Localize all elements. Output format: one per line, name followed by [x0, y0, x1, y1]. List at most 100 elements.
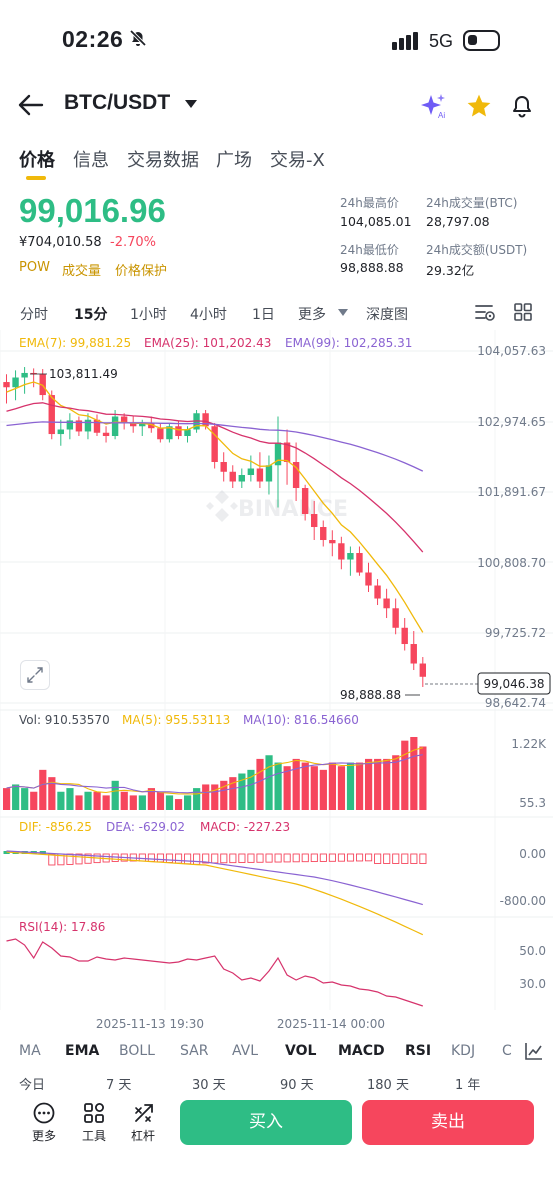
tab-info[interactable]: 信息 — [73, 150, 109, 171]
volume-bar — [229, 777, 237, 810]
indicator-vol[interactable]: VOL — [285, 1043, 317, 1059]
more-icon[interactable] — [33, 1102, 55, 1124]
candle-down — [283, 442, 291, 463]
indicator-sar[interactable]: SAR — [180, 1043, 209, 1059]
macd-histogram-bar — [229, 853, 237, 864]
candle-down — [401, 627, 408, 645]
indicator-ema[interactable]: EMA — [65, 1043, 100, 1059]
macd-histogram-bar — [356, 853, 364, 862]
chart-settings-icon[interactable] — [474, 302, 496, 322]
volume-bar — [84, 791, 92, 810]
range-7d[interactable]: 7 天 — [106, 1078, 132, 1093]
clock: 02:26 — [62, 26, 124, 52]
layout-grid-icon[interactable] — [514, 303, 532, 321]
volume-bar — [3, 788, 11, 810]
ai-sparkle-icon[interactable]: Ai — [421, 93, 447, 119]
rsi-panel — [6, 938, 423, 1007]
tag-volume[interactable]: 成交量 — [62, 264, 102, 279]
bell-icon[interactable] — [510, 92, 534, 118]
indicator-c[interactable]: C — [502, 1043, 512, 1059]
macd-histogram-bar — [310, 853, 318, 863]
fullscreen-button[interactable] — [20, 660, 50, 690]
back-arrow-icon[interactable] — [18, 94, 44, 116]
kline-chart[interactable]: BINANCE EMA(7): 99,881.25 EMA(25): 101,2… — [0, 330, 553, 1036]
caret-down-icon[interactable] — [185, 100, 197, 108]
tab-trade-data[interactable]: 交易数据 — [127, 150, 199, 171]
rsi-line — [6, 938, 423, 1007]
indicator-ma[interactable]: MA — [19, 1043, 41, 1059]
volume-bar — [12, 784, 20, 810]
depth-chart-tab[interactable]: 深度图 — [366, 307, 408, 323]
indicator-macd[interactable]: MACD — [338, 1043, 385, 1059]
bell-off-icon — [129, 29, 147, 47]
price-change: -2.70% — [110, 235, 156, 250]
buy-button[interactable]: 买入 — [180, 1100, 352, 1145]
volume-bar — [66, 788, 74, 810]
candle-up — [139, 423, 146, 427]
more-label[interactable]: 更多 — [32, 1129, 57, 1143]
sell-button[interactable]: 卖出 — [362, 1100, 534, 1145]
candle-up — [111, 416, 119, 437]
candle-down — [130, 423, 137, 427]
volume-bar — [383, 758, 391, 810]
volume-bar — [256, 758, 264, 810]
macd-histogram-bar — [283, 853, 291, 863]
candle-down — [175, 426, 182, 437]
volume-bar — [355, 762, 364, 810]
indicator-settings-icon[interactable] — [524, 1041, 544, 1061]
price-tick: 104,057.63 — [477, 344, 546, 358]
pair-title[interactable]: BTC/USDT — [64, 91, 171, 114]
tab-square[interactable]: 广场 — [216, 150, 252, 171]
tag-pow[interactable]: POW — [19, 260, 50, 275]
candle-down — [93, 419, 101, 433]
tools-label[interactable]: 工具 — [82, 1129, 107, 1143]
tools-icon[interactable] — [83, 1102, 105, 1124]
leverage-icon[interactable] — [133, 1102, 155, 1124]
indicator-kdj[interactable]: KDJ — [451, 1043, 476, 1059]
indicator-rsi[interactable]: RSI — [405, 1043, 432, 1059]
vol-usdt-value: 29.32亿 — [426, 263, 475, 278]
dif-line — [6, 851, 424, 936]
interval-15m[interactable]: 15分 — [74, 307, 108, 323]
signal-icon — [392, 32, 418, 50]
macd-histogram-bar — [156, 853, 165, 863]
macd-histogram-bar — [265, 853, 273, 863]
macd-tick: 0.00 — [519, 847, 546, 861]
candle-down — [383, 598, 390, 609]
watermark-text: BINANCE — [238, 497, 348, 522]
min-price-label: 98,888.88 — [340, 688, 401, 702]
range-today[interactable]: 今日 — [19, 1078, 46, 1093]
leverage-label[interactable]: 杠杆 — [131, 1129, 156, 1143]
interval-1h[interactable]: 1小时 — [130, 307, 167, 323]
tab-price[interactable]: 价格 — [19, 150, 55, 171]
high-value: 104,085.01 — [340, 214, 412, 229]
price-tick: 100,808.70 — [477, 556, 546, 570]
tag-price-protection[interactable]: 价格保护 — [115, 264, 168, 279]
candle-down — [202, 413, 209, 427]
interval-4h[interactable]: 4小时 — [190, 307, 227, 323]
tab-trade-x[interactable]: 交易-X — [270, 150, 325, 171]
ma10-legend: MA(10): 816.54660 — [243, 713, 359, 727]
range-30d[interactable]: 30 天 — [192, 1078, 226, 1093]
interval-line[interactable]: 分时 — [20, 307, 48, 323]
volume-bar — [392, 755, 400, 810]
volume-bar — [410, 737, 418, 810]
caret-down-icon[interactable] — [338, 309, 348, 316]
star-icon[interactable] — [466, 93, 492, 119]
indicator-avl[interactable]: AVL — [232, 1043, 259, 1059]
vol-usdt-label: 24h成交额(USDT) — [426, 243, 528, 257]
time-tick: 2025-11-13 19:30 — [96, 1017, 204, 1031]
macd-histogram-bar — [365, 853, 373, 862]
candlestick-series — [3, 367, 426, 687]
range-90d[interactable]: 90 天 — [280, 1078, 314, 1093]
interval-1d[interactable]: 1日 — [252, 307, 275, 323]
volume-bars — [3, 737, 427, 810]
range-180d[interactable]: 180 天 — [367, 1078, 409, 1093]
indicator-boll[interactable]: BOLL — [119, 1043, 155, 1059]
candle-down — [329, 540, 336, 544]
macd-histogram-bar — [301, 853, 309, 863]
vol-btc-label: 24h成交量(BTC) — [426, 196, 518, 210]
interval-more[interactable]: 更多 — [298, 307, 326, 323]
volume-bar — [57, 791, 65, 810]
range-1y[interactable]: 1 年 — [455, 1078, 481, 1093]
